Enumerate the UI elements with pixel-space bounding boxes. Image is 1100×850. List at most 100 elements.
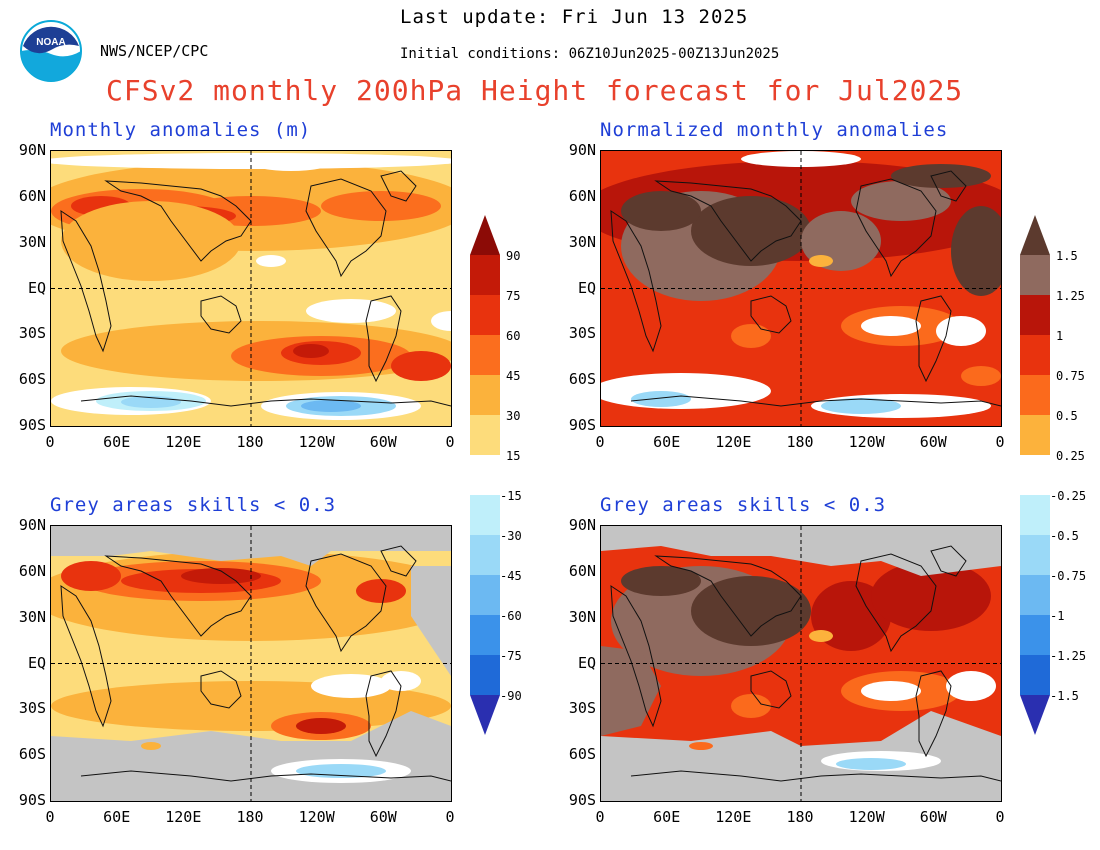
coastline [380,545,417,577]
panel-title-top-right: Normalized monthly anomalies [600,119,949,141]
lat-tick-label: 90S [568,416,596,434]
colorbar-label: 90 [506,249,521,263]
lon-tick-label: 120E [715,433,752,451]
low-skill-mask [411,566,451,676]
colorbar-segment [470,575,500,615]
colorbar-segment [1020,335,1050,375]
colorbar-segment [470,335,500,375]
colorbar-label: 1.5 [1056,249,1078,263]
lat-tick-label: 60S [18,745,46,764]
colorbar-arrow-top [1020,215,1050,255]
colorbar-segment [470,655,500,695]
lat-tick-label: 30S [568,324,596,343]
contour-region [621,566,701,596]
lon-tick-label: 0 [45,433,55,451]
lon-tick-label: 120E [165,433,202,451]
colorbar-normalized: 1.5 1.25 1 0.75 0.5 0.25 -0.25 -0.5 -0.75 -1 -1.25… [1020,215,1100,740]
coastline [610,585,662,728]
contour-region [601,646,661,736]
contour-region [621,191,701,231]
colorbar-anomalies: 90 75 60 45 30 15 -15 -30 -45 -60 -75 -90 [470,215,550,740]
lon-tick-label: 60W [919,433,947,451]
coastline [915,670,952,758]
coastline [380,170,417,202]
lon-tick-label: 0 [595,433,605,451]
colorbar-segment [1020,295,1050,335]
lat-tick-label: 60N [568,186,596,205]
contour-region [691,576,811,646]
lon-tick-label: 0 [595,808,605,826]
lon-tick-label: 60E [103,433,131,451]
contour-region [891,164,991,188]
lat-tick-label: 30N [18,607,46,626]
colorbar-segment [1020,375,1050,415]
last-update: Last update: Fri Jun 13 2025 [400,6,749,28]
lon-tick-label: 60E [653,433,681,451]
lat-tick-label: 90N [18,141,46,159]
colorbar-label: -1 [1050,609,1065,623]
lon-tick-label: 180 [236,433,264,451]
colorbar-label: -0.75 [1050,569,1087,583]
lat-tick-label: 90S [18,416,46,434]
contour-region [871,561,991,631]
lon-tick-label: 60W [369,433,397,451]
lon-tick-label: 120E [715,808,752,826]
coastline [930,170,967,202]
contour-region [836,758,906,770]
colorbar-segment [470,295,500,335]
lon-tick-label: 180 [236,808,264,826]
lon-tick-label: 120W [298,808,335,826]
colorbar-label: -45 [500,569,522,583]
colorbar-segment [470,455,500,495]
colorbar-segment [1020,655,1050,695]
colorbar-label: -1.5 [1050,689,1079,703]
colorbar-segment [1020,535,1050,575]
colorbar-segment [470,615,500,655]
colorbar-label: 0.5 [1056,409,1078,423]
contour-region [301,400,361,412]
colorbar-segment [1020,575,1050,615]
colorbar-label: -15 [500,489,522,503]
initial-conditions: Initial conditions: 06Z10Jun2025-00Z13Ju… [400,46,780,62]
coastline [60,210,112,353]
colorbar-segment [470,535,500,575]
coastline [80,395,451,407]
coastline [750,670,792,709]
panel-title-bottom-right: Grey areas skills < 0.3 [600,494,887,516]
lat-tick-label: 60N [18,186,46,205]
contour-region [311,674,391,698]
colorbar-label: -90 [500,689,522,703]
colorbar-segment [1020,415,1050,455]
lat-tick-label: 60N [568,561,596,580]
lat-tick-label: 60S [18,370,46,389]
contour-region [731,694,771,718]
colorbar-label: 45 [506,369,521,383]
coastline [104,180,252,262]
colorbar-segment [1020,495,1050,535]
colorbar-segment [1020,255,1050,295]
lat-tick-label: 30N [18,232,46,251]
lat-tick-label: 90N [18,516,46,534]
contour-region [689,742,713,750]
contour-region [251,155,331,171]
coastline [80,770,451,782]
coastline [200,670,242,709]
contour-region [691,196,811,266]
coastline [60,585,112,728]
lon-tick-label: 60E [653,808,681,826]
colorbar-label: 1.25 [1056,289,1085,303]
map-panel-normalized [600,150,1002,427]
coastline [630,770,1001,782]
coastline [200,295,242,334]
lat-tick-label: 90N [568,141,596,159]
lat-tick-label: EQ [27,278,46,297]
colorbar-segment [470,495,500,535]
colorbar-arrow-top [470,215,500,255]
lat-tick-label: 30N [568,232,596,251]
lon-tick-label: 0 [445,808,455,826]
colorbar-label: -0.5 [1050,529,1079,543]
lat-tick-label: 90S [18,791,46,809]
lat-tick-label: 30S [18,699,46,718]
colorbar-label: 1 [1056,329,1064,343]
low-skill-mask [601,711,1001,801]
